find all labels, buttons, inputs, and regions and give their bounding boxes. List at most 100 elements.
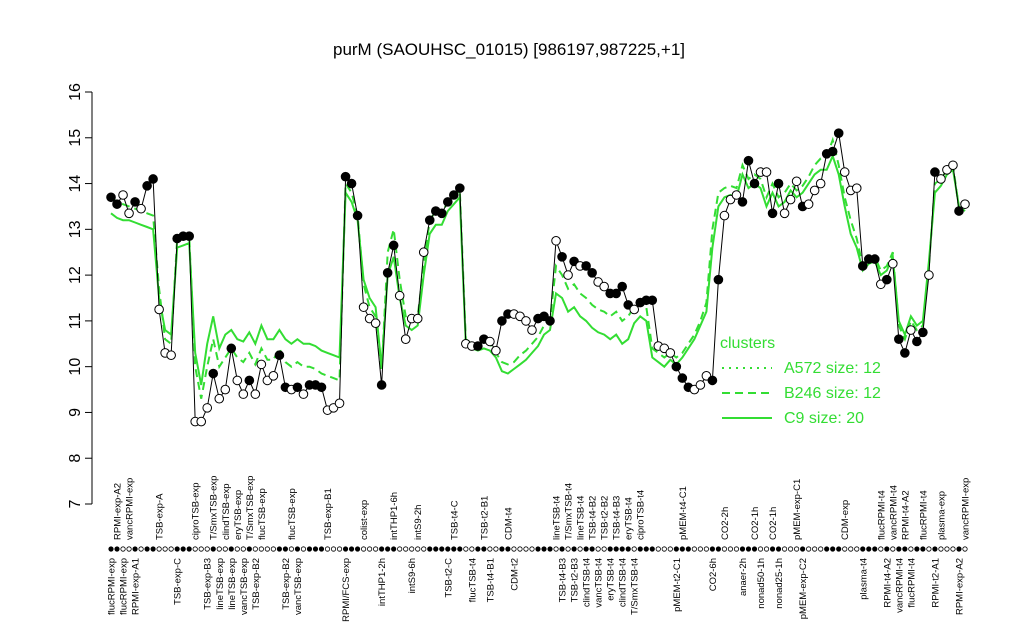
data-point — [719, 210, 730, 221]
x-tick-label: flucRPMI-t4 — [918, 490, 929, 540]
x-tick-label: eryTSB-t4 — [606, 558, 617, 601]
data-point — [599, 281, 609, 292]
rug-marker — [300, 546, 307, 552]
x-tick-label: RPMI-t2-A1 — [930, 558, 941, 608]
rug-marker — [168, 546, 174, 552]
x-tick-label: vancTSB-t4 — [594, 558, 605, 608]
rug-marker — [252, 546, 258, 552]
y-tick-label: 10 — [67, 358, 84, 376]
rug-marker — [174, 546, 180, 552]
x-tick-label: plasma-exp — [936, 491, 947, 540]
rug-marker — [523, 546, 529, 552]
rug-marker — [373, 546, 379, 552]
x-tick-label: vancRPMI-exp — [960, 478, 971, 540]
rug-marker — [763, 546, 770, 552]
x-tick-label: pMEM-t2-C1 — [672, 558, 683, 612]
rug-marker — [872, 546, 878, 552]
data-point — [713, 274, 724, 285]
data-point — [617, 281, 627, 292]
rug-marker — [439, 546, 445, 552]
rug-marker — [673, 546, 679, 552]
x-tick-label: flucRPMI-t4 — [906, 558, 917, 608]
data-point — [587, 268, 597, 278]
rug-marker — [595, 546, 601, 552]
x-tick-label: TSB-exp-B2 — [281, 558, 292, 610]
data-point — [202, 403, 213, 413]
rug-marker — [234, 546, 240, 552]
x-tick-label: pMEM-exp-C2 — [798, 558, 809, 619]
data-point — [954, 206, 964, 216]
rug-marker — [427, 546, 433, 552]
legend-entry-0: A572 size: 12 — [784, 360, 881, 377]
data-point — [894, 334, 904, 345]
data-point — [220, 384, 231, 395]
data-point — [906, 325, 916, 335]
x-tick-label: TSB-t4-B2 — [588, 496, 599, 540]
data-point — [214, 393, 225, 404]
data-point — [274, 350, 285, 361]
rug-marker — [114, 546, 120, 552]
x-tick-label: TSB-t2-B2 — [600, 496, 611, 540]
data-point — [948, 160, 958, 171]
x-tick-label: flucRPMI-exp — [107, 558, 118, 615]
data-point — [960, 199, 970, 209]
x-tick-label: clindTSB-exp — [221, 484, 232, 541]
data-point — [581, 261, 591, 271]
data-point — [521, 316, 531, 326]
x-tick-label: TSB-exp-B1 — [323, 488, 334, 540]
rug-marker — [469, 546, 475, 552]
rug-marker — [318, 546, 325, 552]
data-point — [912, 336, 922, 347]
data-point — [118, 190, 128, 200]
rug-marker — [499, 546, 505, 552]
data-point — [412, 313, 423, 324]
legend: clusters A572 size: 12 B246 size: 12 C9 si… — [720, 335, 881, 427]
data-point — [232, 375, 243, 386]
data-point — [707, 375, 718, 386]
data-point — [455, 183, 465, 193]
data-point — [394, 290, 405, 301]
sample-rug — [108, 546, 968, 552]
x-tick-label: intTHP1-6h — [389, 492, 400, 540]
data-point — [334, 398, 345, 409]
x-tick-label: vancRPMI-t4 — [888, 485, 899, 540]
x-tick-label: RPMI/FCS-exp — [341, 558, 352, 622]
rug-marker — [565, 546, 571, 552]
x-tick-label: intTHP1-2h — [377, 558, 388, 606]
rug-marker — [126, 546, 132, 552]
data-point — [268, 371, 279, 381]
x-tick-label: nonad25-1h — [774, 558, 785, 609]
rug-marker — [348, 546, 355, 552]
data-point — [292, 382, 303, 393]
rug-marker — [312, 546, 319, 552]
rug-marker — [403, 546, 409, 552]
rug-marker — [842, 546, 848, 552]
x-tick-label: TSB-t2-B3 — [570, 558, 581, 602]
data-point — [809, 185, 820, 196]
rug-marker — [330, 546, 337, 552]
y-tick-label: 14 — [67, 175, 84, 193]
x-tick-label: CO2-1h — [768, 507, 779, 540]
rug-marker — [288, 546, 295, 552]
data-point — [815, 178, 826, 189]
rug-marker — [162, 546, 168, 552]
data-point — [130, 197, 140, 207]
rug-marker — [529, 546, 535, 552]
data-point — [918, 327, 928, 338]
data-point — [418, 247, 429, 258]
data-point — [803, 199, 814, 209]
rug-marker — [517, 546, 523, 552]
rug-marker — [445, 546, 451, 552]
legend-entry-1: B246 size: 12 — [784, 385, 881, 402]
rug-marker — [246, 546, 252, 552]
rug-marker — [715, 546, 722, 552]
y-axis: 7 8 9 10 11 12 13 14 15 16 — [67, 83, 93, 508]
rug-marker — [222, 546, 228, 552]
x-tick-label: flucRPMI-exp — [119, 558, 130, 615]
x-tick-label: vancRPMI-t4 — [894, 558, 905, 613]
rug-marker — [156, 546, 162, 552]
x-tick-label: TSB-t4-C — [449, 500, 460, 540]
rug-marker — [240, 546, 246, 552]
rug-marker — [757, 546, 764, 552]
rug-marker — [487, 546, 493, 552]
